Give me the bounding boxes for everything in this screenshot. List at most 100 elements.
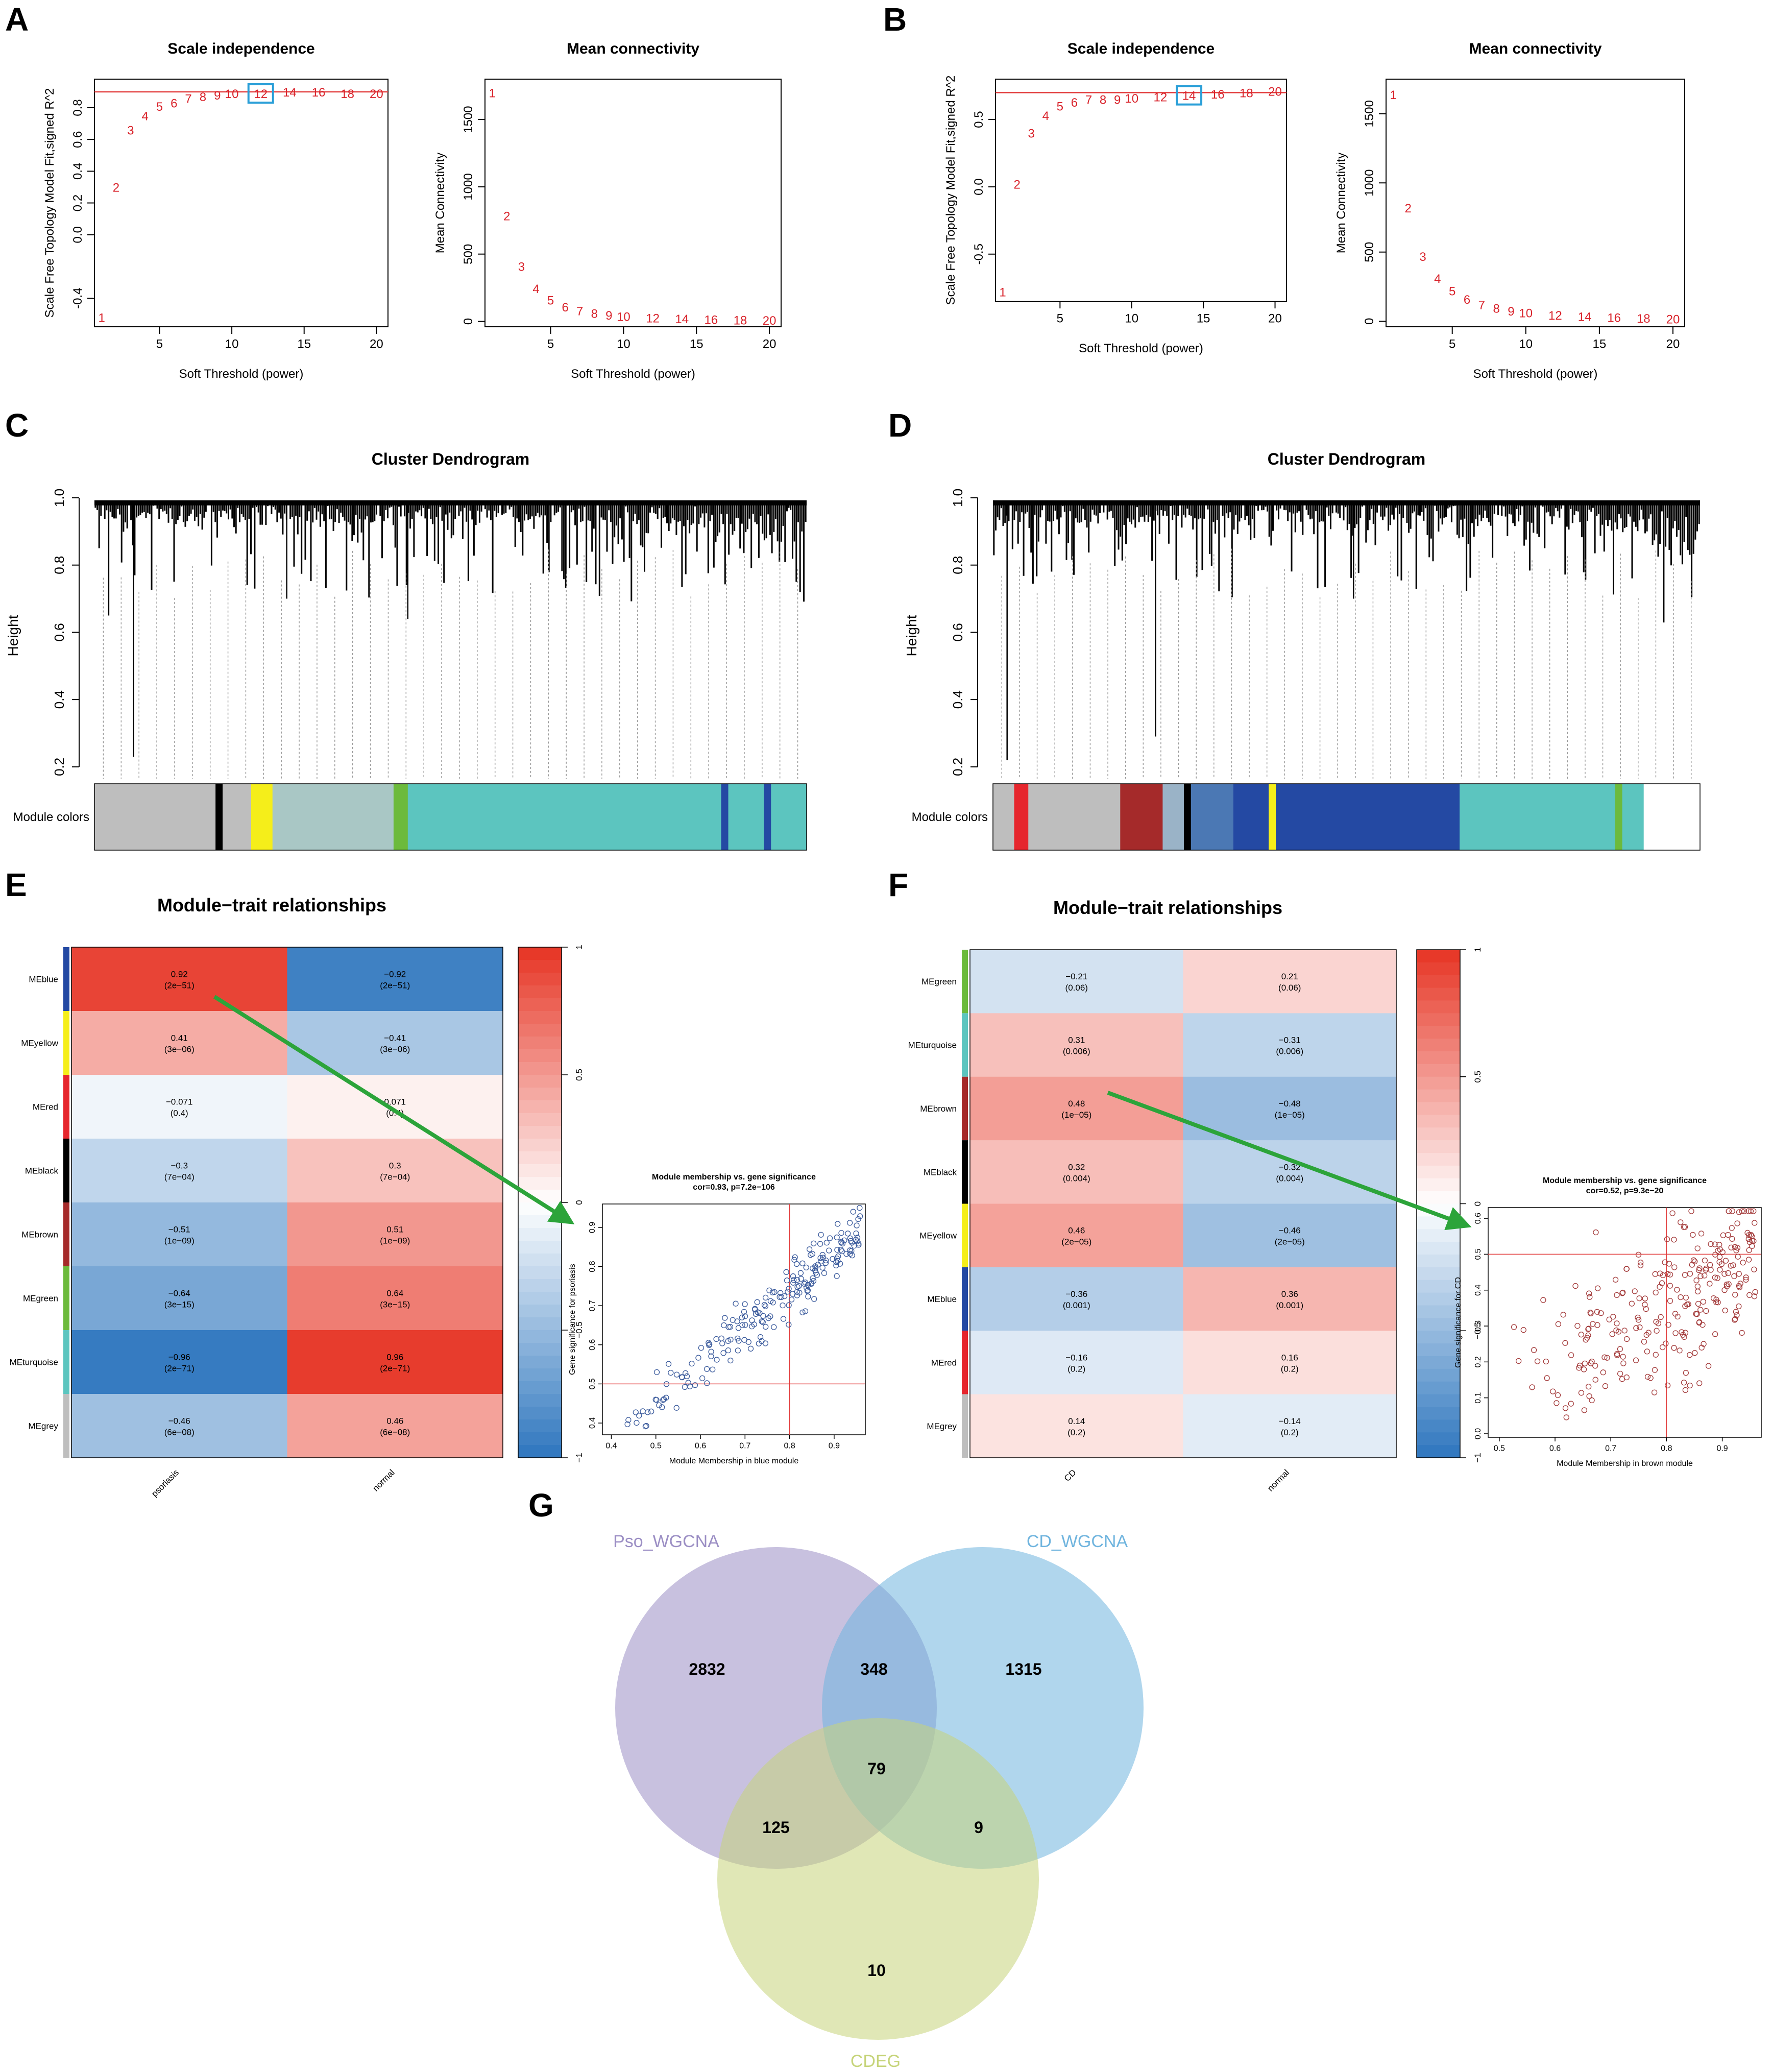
scatter-point [1698, 1231, 1705, 1237]
scatter-point [733, 1300, 739, 1307]
scatter-point [1732, 1292, 1738, 1298]
scatter-point [643, 1423, 649, 1429]
scatter-point [1729, 1208, 1735, 1214]
point-label: 3 [1028, 127, 1035, 140]
scatter-point [1697, 1273, 1704, 1280]
x-tick-label: 0.8 [784, 1441, 795, 1450]
scatter-point [1586, 1393, 1592, 1400]
scatter-point [684, 1373, 690, 1379]
y-tick-label: 0.0 [71, 226, 85, 243]
scatter-point [1614, 1351, 1620, 1357]
cell-pvalue: (0.4) [171, 1109, 188, 1118]
cell-value: −0.46 [1279, 1226, 1301, 1236]
scatter-point [793, 1261, 800, 1267]
scatter-point [1610, 1314, 1616, 1320]
scatter-point [653, 1369, 660, 1376]
point-label: 7 [185, 92, 191, 106]
x-tick-label: 10 [225, 338, 239, 351]
legend-swatch [1417, 1445, 1460, 1458]
cell-pvalue: (1e−09) [164, 1236, 195, 1246]
scatter-point [1705, 1363, 1712, 1369]
x-tick-label: 0.5 [1494, 1444, 1505, 1453]
venn-set-name: CDEG [851, 2052, 901, 2071]
scatter-point [1681, 1380, 1687, 1386]
scatter-point [1555, 1321, 1562, 1327]
scatter-point [847, 1235, 854, 1241]
scatter-point [776, 1294, 783, 1300]
x-tick-label: 20 [1268, 312, 1282, 326]
legend-swatch [518, 973, 562, 986]
scatter-point [817, 1255, 823, 1261]
point-label: 12 [254, 87, 268, 101]
point-label: 16 [1607, 311, 1621, 325]
scatter-point [1658, 1314, 1664, 1320]
row-label: MEblack [25, 1166, 59, 1176]
panel-label-e: E [5, 866, 27, 903]
x-tick-label: 0.4 [605, 1441, 617, 1450]
x-tick-label: 15 [1197, 312, 1210, 326]
scatter-point [1720, 1232, 1727, 1238]
scatter-point [1751, 1238, 1757, 1244]
cell-value: 0.14 [1068, 1416, 1085, 1426]
scatter-point [833, 1259, 839, 1265]
legend-swatch [1417, 1394, 1460, 1407]
x-tick-label: 15 [690, 338, 703, 351]
x-axis-label: Soft Threshold (power) [179, 367, 304, 381]
scatter-point [749, 1317, 755, 1323]
y-tick-label: 0.8 [588, 1261, 597, 1272]
scatter-point [850, 1209, 856, 1215]
heatmap-cell [287, 1075, 503, 1139]
cell-value: 0.41 [171, 1033, 188, 1043]
legend-tick-label: 1 [574, 945, 584, 949]
scatter-point [1728, 1263, 1734, 1269]
scatter-point [763, 1323, 769, 1330]
scatter-point [735, 1347, 741, 1354]
legend-swatch [1417, 950, 1460, 963]
scatter-point [735, 1325, 742, 1331]
point-label: 6 [562, 301, 568, 315]
cell-pvalue: (3e−15) [164, 1300, 195, 1310]
scatter-point [1702, 1272, 1708, 1279]
legend-tick-label: 0 [1473, 1201, 1483, 1206]
scatter-point [827, 1235, 833, 1241]
heatmap-frame [969, 949, 1397, 1458]
cell-pvalue: (1e−05) [1275, 1110, 1305, 1120]
scatter-point [1654, 1328, 1660, 1334]
heatmap-cell [71, 947, 287, 1011]
scatter-point [1644, 1348, 1650, 1355]
scatter-point [853, 1237, 859, 1243]
scatter-point [1553, 1400, 1560, 1406]
legend-swatch [1417, 1368, 1460, 1382]
scatter-point [1632, 1288, 1638, 1294]
scatter-point [1736, 1209, 1742, 1215]
legend-swatch [518, 1151, 562, 1165]
scatter-point [1674, 1287, 1680, 1293]
scatter-point [665, 1361, 672, 1367]
point-label: 20 [1666, 312, 1680, 326]
scatter-point [1642, 1295, 1648, 1302]
point-label: 9 [214, 89, 221, 103]
scatter-point [1593, 1229, 1599, 1236]
module-color-segment [764, 784, 771, 850]
x-tick-label: 5 [547, 338, 554, 351]
heatmap-cell [71, 1202, 287, 1267]
scatter-point [1712, 1331, 1718, 1337]
point-label: 3 [127, 124, 134, 137]
y-tick-label: 1000 [462, 173, 475, 200]
module-color-segment [94, 784, 216, 850]
scatter-point [780, 1316, 787, 1322]
y-tick-label: 0.5 [1474, 1248, 1483, 1260]
chart-e-scatter: Module membership vs. gene significancec… [568, 1173, 866, 1465]
scatter-point [1612, 1276, 1619, 1283]
scatter-point [837, 1261, 843, 1267]
cell-pvalue: (0.006) [1063, 1047, 1090, 1056]
scatter-point [754, 1299, 760, 1305]
y-tick-label: 0.2 [71, 195, 85, 211]
scatter-point [1606, 1316, 1612, 1322]
y-tick-label: 0.8 [950, 556, 965, 574]
scatter-point [1713, 1299, 1719, 1306]
row-label: MEblue [927, 1294, 957, 1304]
scatter-point [1694, 1283, 1701, 1290]
